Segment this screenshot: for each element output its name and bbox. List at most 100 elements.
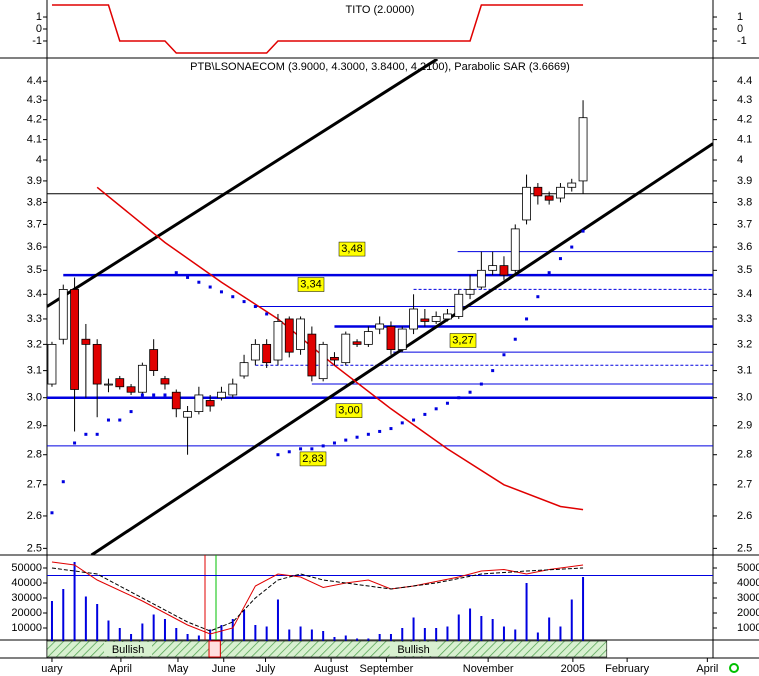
volume-bar: [344, 635, 347, 643]
candle-body: [397, 328, 407, 350]
x-tick-label: July: [256, 663, 276, 675]
candle-body: [363, 331, 373, 345]
sar-dot: [50, 511, 54, 515]
volume-bar: [322, 631, 325, 643]
candle-body: [318, 343, 328, 380]
sar-dot: [502, 353, 506, 357]
volume-bar: [197, 635, 200, 643]
y-tick-label: 1: [36, 11, 42, 23]
volume-bar: [220, 625, 223, 643]
y-tick-label: 0: [36, 23, 42, 35]
candle-body: [58, 289, 68, 340]
sar-dot: [547, 271, 551, 275]
sar-dot: [389, 427, 393, 431]
candle-body: [522, 186, 531, 221]
volume-bar: [84, 596, 87, 643]
y-tick-label: 40000: [737, 577, 759, 589]
x-tick-label: May: [168, 663, 189, 675]
candle-body: [273, 321, 283, 361]
candle-body: [262, 343, 272, 364]
indicator-line: [51, 4, 584, 54]
candle-body: [239, 362, 249, 377]
sar-dot: [299, 447, 303, 451]
sar-dot: [265, 312, 269, 316]
tito-title: TITO (2.0000): [346, 4, 415, 16]
y-tick-label: 30000: [11, 592, 42, 604]
sar-dot: [491, 369, 495, 373]
y-tick-label: 4.2: [27, 114, 42, 126]
volume-bar: [50, 601, 53, 643]
y-tick-label: 3.6: [737, 241, 752, 253]
level-label: 3,27: [452, 334, 473, 346]
sar-dot: [242, 300, 246, 304]
candle-body: [499, 265, 509, 276]
sar-dot: [321, 444, 325, 448]
y-tick-label: 3.7: [737, 218, 752, 230]
sar-dot: [479, 382, 483, 386]
y-tick-label: 2.6: [737, 510, 752, 522]
y-tick-label: 3.0: [27, 392, 42, 404]
sar-dot: [400, 421, 404, 425]
sar-dot: [197, 280, 201, 284]
y-tick-label: 2.6: [27, 510, 42, 522]
trend-line: [47, 59, 439, 308]
candle-body: [420, 318, 430, 322]
y-tick-label: -1: [32, 35, 42, 47]
candle-body: [228, 383, 238, 396]
volume-bar: [401, 628, 404, 643]
y-tick-label: 3.0: [737, 392, 752, 404]
status-icon: [729, 663, 739, 673]
level-label: 3,34: [300, 278, 321, 290]
y-tick-label: 4.4: [27, 75, 42, 87]
sar-dot: [457, 396, 461, 400]
candle-body: [47, 343, 57, 385]
y-tick-label: -1: [737, 35, 747, 47]
candle-body: [330, 356, 339, 361]
candle-body: [375, 323, 385, 330]
level-label-box: [449, 333, 477, 348]
level-label-box: [335, 403, 363, 418]
y-tick-label: 2.5: [737, 542, 752, 554]
volume-bar: [276, 599, 279, 643]
y-tick-label: 3.5: [27, 264, 42, 276]
volume-bar: [514, 629, 517, 643]
candle-body: [352, 341, 362, 345]
y-tick-label: 3.9: [737, 175, 752, 187]
y-tick-label: 3.3: [737, 313, 752, 325]
sar-dot: [366, 432, 370, 436]
volume-bar: [265, 626, 268, 643]
candle-body: [250, 343, 260, 361]
y-tick-label: 4: [36, 154, 42, 166]
sar-dot: [152, 393, 156, 397]
sar-dot: [513, 337, 517, 341]
candle-body: [341, 333, 351, 364]
volume-bar: [118, 628, 121, 643]
sar-dot: [310, 447, 314, 451]
y-tick-label: 50000: [11, 562, 42, 574]
y-tick-label: 2.7: [27, 479, 42, 491]
candle-body: [217, 391, 226, 399]
candle-body: [510, 228, 520, 271]
sar-dot: [468, 390, 472, 394]
volume-bar: [141, 623, 144, 643]
sar-dot: [570, 245, 574, 249]
sar-dot: [536, 295, 540, 299]
volume-bar: [243, 610, 246, 643]
volume-bar: [469, 608, 472, 643]
candle-body: [296, 318, 305, 350]
candle-body: [488, 265, 498, 271]
volume-bar: [62, 589, 65, 643]
y-tick-label: 4.3: [27, 94, 42, 106]
level-label-box: [338, 241, 366, 257]
x-tick-label: August: [314, 663, 348, 675]
y-tick-label: 2.9: [27, 420, 42, 432]
level-label: 3,00: [338, 405, 359, 417]
candle-body: [70, 289, 79, 390]
y-tick-label: 3.8: [737, 196, 752, 208]
candle-body: [409, 308, 418, 330]
volume-bar: [96, 604, 99, 643]
y-tick-label: 3.2: [737, 338, 752, 350]
y-tick-label: 4.1: [27, 133, 42, 145]
y-tick-label: 3.2: [27, 338, 42, 350]
sar-dot: [378, 429, 382, 433]
